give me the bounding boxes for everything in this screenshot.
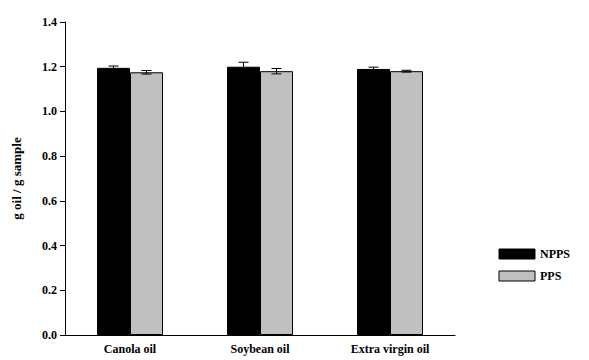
svg-text:0.2: 0.2 xyxy=(42,283,57,297)
svg-text:Soybean oil: Soybean oil xyxy=(230,342,290,356)
svg-text:NPPS: NPPS xyxy=(540,247,570,261)
svg-text:Extra virgin oil: Extra virgin oil xyxy=(351,342,430,356)
svg-text:0.8: 0.8 xyxy=(42,149,57,163)
svg-text:Canola oil: Canola oil xyxy=(104,342,157,356)
svg-text:1.2: 1.2 xyxy=(42,60,57,74)
svg-text:g oil / g sample: g oil / g sample xyxy=(9,137,24,220)
svg-text:1.4: 1.4 xyxy=(42,15,57,29)
svg-text:0.6: 0.6 xyxy=(42,194,57,208)
svg-text:PPS: PPS xyxy=(540,269,562,283)
svg-text:0.4: 0.4 xyxy=(42,239,57,253)
svg-text:1.0: 1.0 xyxy=(42,104,57,118)
svg-text:0.0: 0.0 xyxy=(42,328,57,342)
